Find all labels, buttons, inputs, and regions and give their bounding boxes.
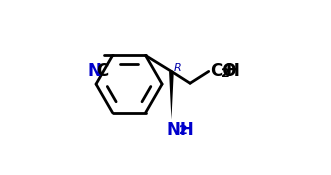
Text: R: R: [174, 63, 181, 73]
Text: H: H: [225, 62, 239, 80]
Text: N: N: [88, 62, 102, 80]
Text: NH: NH: [166, 121, 194, 139]
Text: 2: 2: [178, 124, 187, 138]
Polygon shape: [169, 71, 174, 120]
Text: CO: CO: [210, 62, 236, 80]
Text: 2: 2: [221, 67, 230, 80]
Text: C: C: [96, 62, 108, 80]
